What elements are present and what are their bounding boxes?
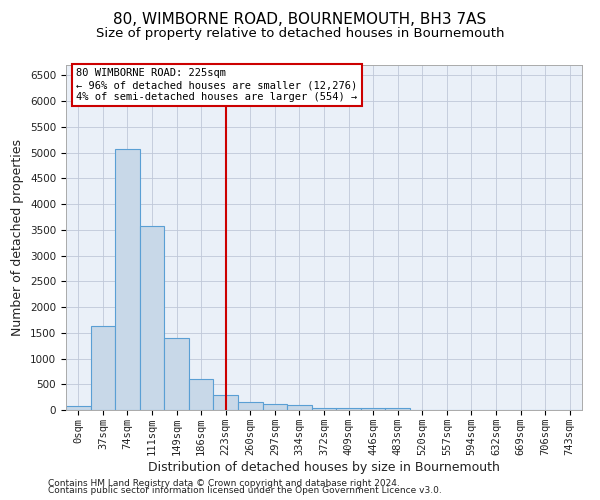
X-axis label: Distribution of detached houses by size in Bournemouth: Distribution of detached houses by size … bbox=[148, 460, 500, 473]
Bar bbox=[140, 226, 164, 410]
Bar bbox=[66, 406, 91, 410]
Bar bbox=[164, 338, 189, 410]
Y-axis label: Number of detached properties: Number of detached properties bbox=[11, 139, 25, 336]
Text: Size of property relative to detached houses in Bournemouth: Size of property relative to detached ho… bbox=[96, 28, 504, 40]
Text: 80 WIMBORNE ROAD: 225sqm
← 96% of detached houses are smaller (12,276)
4% of sem: 80 WIMBORNE ROAD: 225sqm ← 96% of detach… bbox=[76, 68, 358, 102]
Bar bbox=[361, 408, 385, 410]
Bar bbox=[336, 408, 361, 410]
Bar bbox=[385, 408, 410, 410]
Bar bbox=[263, 404, 287, 410]
Bar bbox=[91, 326, 115, 410]
Bar bbox=[238, 402, 263, 410]
Text: 80, WIMBORNE ROAD, BOURNEMOUTH, BH3 7AS: 80, WIMBORNE ROAD, BOURNEMOUTH, BH3 7AS bbox=[113, 12, 487, 28]
Text: Contains public sector information licensed under the Open Government Licence v3: Contains public sector information licen… bbox=[48, 486, 442, 495]
Bar bbox=[189, 379, 214, 410]
Bar bbox=[214, 394, 238, 410]
Bar bbox=[115, 148, 140, 410]
Bar bbox=[287, 406, 312, 410]
Bar bbox=[312, 408, 336, 410]
Text: Contains HM Land Registry data © Crown copyright and database right 2024.: Contains HM Land Registry data © Crown c… bbox=[48, 478, 400, 488]
